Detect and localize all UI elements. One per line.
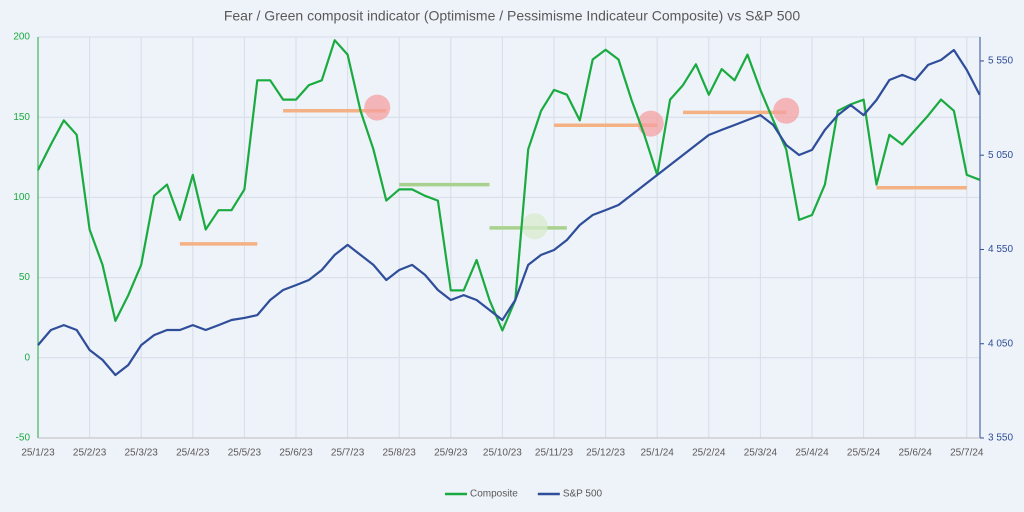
y-tick-label: 200 xyxy=(13,32,30,43)
series-line xyxy=(37,39,981,332)
y-tick-label: 150 xyxy=(13,112,30,123)
y2-tick-label: 3 550 xyxy=(988,433,1013,444)
x-tick-label: 25/5/23 xyxy=(228,448,262,459)
y-tick-label: 0 xyxy=(24,352,30,363)
x-tick-label: 25/6/23 xyxy=(279,448,313,459)
x-tick-label: 25/4/23 xyxy=(176,448,210,459)
legend-label: S&P 500 xyxy=(563,489,603,500)
y2-tick-label: 5 550 xyxy=(988,56,1013,67)
x-tick-label: 25/3/23 xyxy=(125,448,159,459)
x-tick-label: 25/6/24 xyxy=(899,448,933,459)
x-tick-label: 25/12/23 xyxy=(586,448,625,459)
x-tick-label: 25/9/23 xyxy=(434,448,468,459)
x-tick-label: 25/2/23 xyxy=(73,448,107,459)
x-tick-label: 25/1/24 xyxy=(641,448,675,459)
x-tick-label: 25/5/24 xyxy=(847,448,881,459)
x-tick-label: 25/4/24 xyxy=(795,448,829,459)
highlight-circle xyxy=(637,110,664,137)
x-tick-label: 25/10/23 xyxy=(483,448,522,459)
x-tick-label: 25/11/23 xyxy=(535,448,574,459)
highlight-circle xyxy=(364,94,391,121)
y2-tick-label: 5 050 xyxy=(988,150,1013,161)
x-tick-label: 25/8/23 xyxy=(383,448,417,459)
highlight-circle xyxy=(521,213,548,240)
y-tick-label: 50 xyxy=(19,272,31,283)
series-line xyxy=(37,48,981,377)
y2-tick-label: 4 550 xyxy=(988,244,1013,255)
y-tick-label: -50 xyxy=(16,433,31,444)
x-tick-label: 25/7/23 xyxy=(331,448,365,459)
x-tick-label: 25/2/24 xyxy=(692,448,726,459)
y-tick-label: 100 xyxy=(13,192,30,203)
legend-label: Composite xyxy=(470,489,518,500)
x-tick-label: 25/7/24 xyxy=(950,448,984,459)
y2-tick-label: 4 050 xyxy=(988,338,1013,349)
chart-title: Fear / Green composit indicator (Optimis… xyxy=(224,8,800,24)
x-tick-label: 25/3/24 xyxy=(744,448,778,459)
x-tick-label: 25/1/23 xyxy=(21,448,55,459)
highlight-circle xyxy=(773,97,800,124)
